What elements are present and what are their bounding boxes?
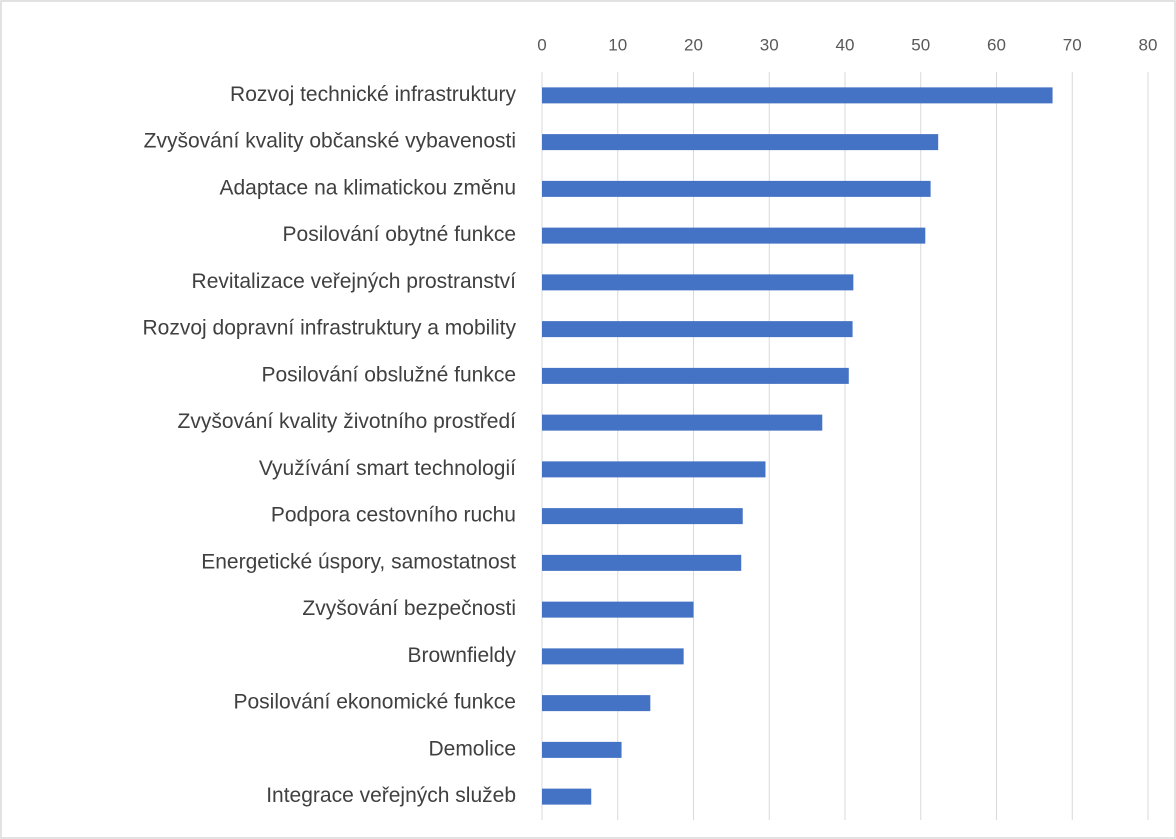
bar [542, 601, 694, 618]
x-tick-label: 20 [684, 35, 703, 54]
bar [542, 648, 684, 665]
y-tick-label: Demolice [428, 737, 516, 760]
y-tick-label: Zvyšování bezpečnosti [302, 597, 516, 620]
y-tick-label: Energetické úspory, samostatnost [201, 550, 516, 573]
x-tick-label: 80 [1139, 35, 1158, 54]
y-tick-label: Revitalizace veřejných prostranství [192, 270, 517, 293]
bar [542, 321, 853, 338]
x-tick-label: 0 [537, 35, 546, 54]
y-tick-label: Brownfieldy [407, 644, 516, 667]
y-tick-label: Využívání smart technologií [259, 457, 516, 480]
y-tick-label: Posilování obytné funkce [283, 223, 516, 246]
y-tick-label: Podpora cestovního ruchu [271, 504, 516, 527]
y-tick-label: Integrace veřejných služeb [266, 784, 516, 807]
bar [542, 508, 743, 525]
y-tick-label: Zvyšování kvality životního prostředí [178, 410, 517, 433]
bar [542, 87, 1053, 104]
x-tick-label: 60 [987, 35, 1006, 54]
y-tick-label: Rozvoj dopravní infrastruktury a mobilit… [143, 317, 517, 340]
bar [542, 274, 854, 291]
bar [542, 788, 592, 805]
y-tick-label: Rozvoj technické infrastruktury [230, 83, 516, 106]
bar [542, 554, 742, 571]
bar [542, 367, 849, 384]
x-tick-label: 30 [760, 35, 779, 54]
bar [542, 134, 939, 151]
bar [542, 461, 766, 478]
x-tick-label: 50 [911, 35, 930, 54]
bar [542, 180, 931, 197]
bar [542, 414, 823, 431]
y-tick-label: Posilování obslužné funkce [262, 363, 517, 386]
y-tick-label: Posilování ekonomické funkce [234, 691, 517, 714]
x-tick-label: 40 [836, 35, 855, 54]
bar [542, 695, 651, 712]
y-tick-label: Adaptace na klimatickou změnu [220, 176, 517, 199]
x-tick-label: 10 [608, 35, 627, 54]
bar [542, 227, 926, 244]
bar [542, 741, 622, 758]
x-tick-label: 70 [1063, 35, 1082, 54]
y-tick-label: Zvyšování kvality občanské vybavenosti [144, 130, 516, 153]
